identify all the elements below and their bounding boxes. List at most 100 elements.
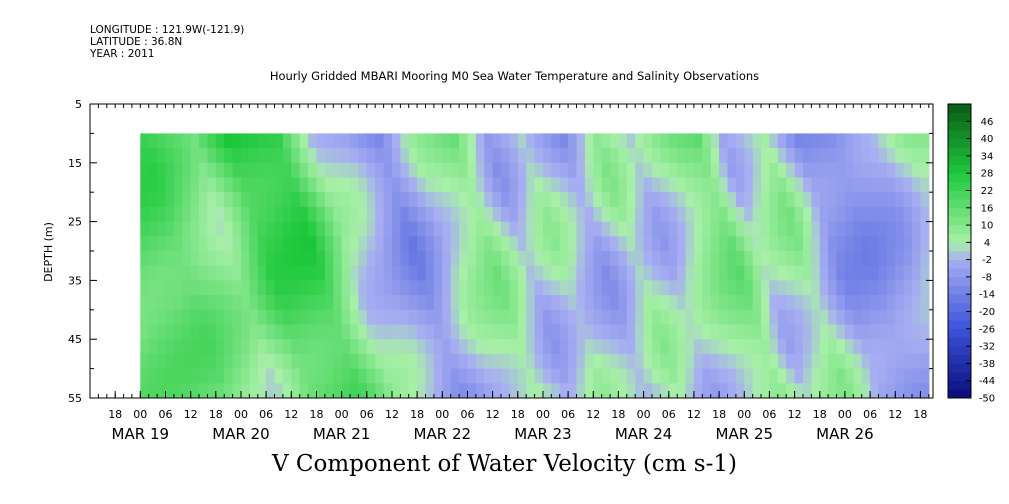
heatmap-cell (241, 206, 250, 223)
heatmap-cell (375, 368, 385, 384)
heatmap-cell (719, 192, 729, 208)
heatmap-cell (920, 148, 930, 164)
heatmap-cell (744, 221, 754, 237)
heatmap-cell (895, 221, 905, 237)
heatmap-cell (568, 353, 578, 370)
heatmap-cell (777, 162, 787, 179)
heatmap-cell (702, 353, 712, 370)
heatmap-cell (207, 280, 217, 296)
heatmap-cell (199, 206, 208, 223)
heatmap-cell (568, 339, 578, 355)
heatmap-cell (870, 177, 880, 193)
heatmap-cell (543, 383, 552, 398)
heatmap-cell (844, 236, 854, 252)
heatmap-cell (593, 236, 603, 252)
heatmap-cell (232, 251, 242, 267)
heatmap-cell (668, 162, 678, 179)
heatmap-cell (232, 148, 242, 164)
heatmap-cell (173, 383, 183, 398)
heatmap-cell (308, 353, 318, 370)
heatmap-cell (870, 324, 880, 340)
heatmap-cell (442, 162, 452, 179)
heatmap-cell (794, 339, 804, 355)
heatmap-cell (870, 339, 880, 355)
heatmap-cell (727, 353, 737, 370)
heatmap-cell (635, 324, 645, 340)
heatmap-cell (400, 206, 410, 223)
heatmap-cell (442, 206, 452, 223)
heatmap-cell (761, 192, 770, 208)
heatmap-cell (383, 368, 393, 384)
heatmap-cell (828, 383, 838, 398)
heatmap-cell (492, 133, 502, 149)
heatmap-cell (870, 368, 880, 384)
heatmap-cell (383, 353, 393, 370)
heatmap-cell (224, 148, 234, 164)
heatmap-cell (903, 280, 913, 296)
heatmap-cell (316, 339, 326, 355)
heatmap-cell (450, 221, 460, 237)
heatmap-cell (576, 192, 586, 208)
heatmap-cell (568, 133, 578, 149)
heatmap-cell (719, 339, 729, 355)
heatmap-cell (526, 383, 536, 398)
heatmap-cell (635, 133, 645, 149)
heatmap-cell (878, 339, 888, 355)
heatmap-cell (459, 383, 469, 398)
heatmap-cell (761, 280, 770, 296)
heatmap-cell (786, 236, 796, 252)
heatmap-cell (316, 309, 326, 326)
heatmap-cell (324, 368, 334, 384)
heatmap-cell (475, 368, 485, 384)
heatmap-cell (811, 221, 821, 237)
heatmap-cell (484, 339, 494, 355)
heatmap-cell (308, 206, 318, 223)
heatmap-cell (475, 148, 485, 164)
heatmap-cell (626, 309, 636, 326)
heatmap-cell (492, 192, 502, 208)
heatmap-cell (769, 236, 779, 252)
heatmap-cell (576, 206, 586, 223)
heatmap-cell (551, 309, 561, 326)
heatmap-cell (501, 280, 510, 296)
heatmap-cell (140, 148, 150, 164)
heatmap-cell (140, 133, 150, 149)
heatmap-cell (375, 280, 385, 296)
heatmap-cell (358, 383, 368, 398)
heatmap-cell (903, 177, 913, 193)
heatmap-cell (199, 309, 208, 326)
heatmap-cell (282, 162, 292, 179)
heatmap-cell (350, 265, 359, 281)
colorbar-swatch (948, 346, 971, 356)
heatmap-cell (232, 368, 242, 384)
heatmap-cell (526, 368, 536, 384)
heatmap-cell (895, 265, 905, 281)
heatmap-cell (308, 133, 318, 149)
heatmap-cell (501, 353, 510, 370)
heatmap-cell (517, 295, 527, 311)
heatmap-cell (526, 148, 536, 164)
heatmap-cell (425, 221, 435, 237)
heatmap-cell (266, 206, 276, 223)
heatmap-cell (299, 353, 309, 370)
heatmap-cell (584, 221, 594, 237)
heatmap-cell (534, 162, 544, 179)
heatmap-cell (224, 353, 234, 370)
heatmap-cell (886, 383, 896, 398)
heatmap-cell (140, 383, 150, 398)
heatmap-cell (257, 368, 267, 384)
heatmap-cell (241, 162, 250, 179)
heatmap-cell (912, 368, 921, 384)
heatmap-cell (148, 295, 158, 311)
heatmap-cell (668, 177, 678, 193)
heatmap-cell (534, 236, 544, 252)
heatmap-cell (786, 162, 796, 179)
heatmap-cell (467, 236, 477, 252)
heatmap-cell (735, 339, 745, 355)
heatmap-cell (442, 368, 452, 384)
heatmap-cell (417, 206, 427, 223)
heatmap-cell (173, 280, 183, 296)
heatmap-cell (744, 324, 754, 340)
heatmap-cell (400, 339, 410, 355)
heatmap-cell (241, 324, 250, 340)
